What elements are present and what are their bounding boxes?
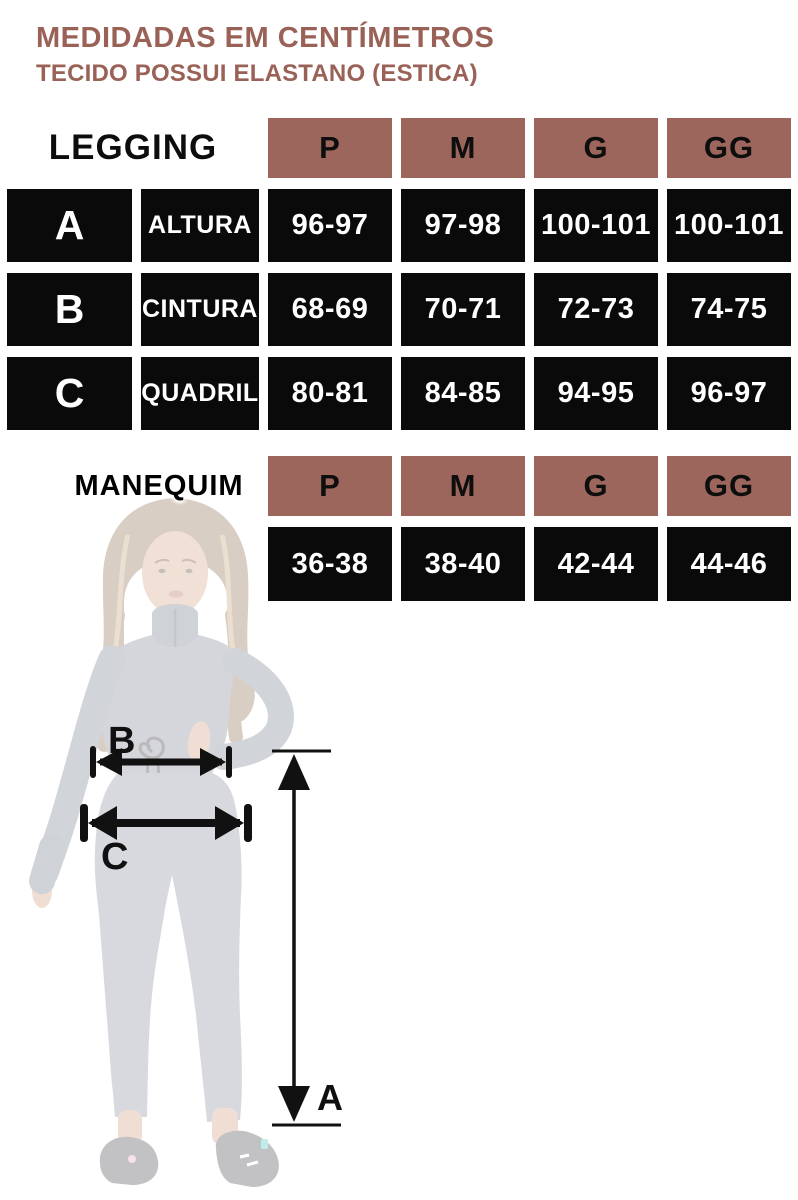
- altura-m: 97-98: [401, 189, 525, 262]
- hair-strand-right: [225, 608, 243, 744]
- manequim-size-header-m: M: [401, 456, 525, 516]
- manequim-p: 36-38: [268, 527, 392, 601]
- eyebrows: [154, 558, 197, 564]
- shoe-logo: [239, 1153, 259, 1167]
- manequim-size-header-gg: GG: [667, 456, 791, 516]
- measure-altura: ALTURA: [141, 189, 259, 262]
- size-header-gg: GG: [667, 118, 791, 178]
- quadril-p: 80-81: [268, 357, 392, 430]
- shoe-tag: [261, 1139, 268, 1149]
- spacer: [7, 527, 259, 601]
- manequim-g: 42-44: [534, 527, 658, 601]
- cintura-gg: 74-75: [667, 273, 791, 346]
- model-photo: [29, 498, 294, 1187]
- manequim-table-title: MANEQUIM: [74, 469, 244, 502]
- quadril-g: 94-95: [534, 357, 658, 430]
- collar: [152, 604, 198, 647]
- row-letter-c: C: [7, 357, 132, 430]
- top-garment: [100, 635, 240, 773]
- shoe-left: [99, 1136, 159, 1185]
- altura-gg: 100-101: [667, 189, 791, 262]
- legging-table-title: LEGGING: [48, 128, 218, 167]
- left-cuff: [29, 834, 65, 894]
- ankle: [118, 1110, 142, 1145]
- page-title: MEDIDADAS EM CENTÍMETROS: [36, 22, 495, 54]
- drawstring-bow: [138, 736, 165, 760]
- hair-strand-left: [97, 608, 125, 752]
- cintura-m: 70-71: [401, 273, 525, 346]
- face: [142, 531, 208, 615]
- quadril-gg: 96-97: [667, 357, 791, 430]
- cintura-p: 68-69: [268, 273, 392, 346]
- page-subtitle: TECIDO POSSUI ELASTANO (ESTICA): [36, 60, 478, 87]
- measure-quadril: QUADRIL: [141, 357, 259, 430]
- ankle: [212, 1108, 238, 1145]
- size-header-m: M: [401, 118, 525, 178]
- shoe-right: [215, 1130, 279, 1187]
- hair-highlight: [109, 534, 131, 668]
- row-letter-a: A: [7, 189, 132, 262]
- manequim-size-header-p: P: [268, 456, 392, 516]
- measure-cintura: CINTURA: [141, 273, 259, 346]
- quadril-m: 84-85: [401, 357, 525, 430]
- manequim-size-table: MANEQUIM P M G GG 36-38 38-40 42-44 44-4…: [7, 456, 791, 601]
- hip-dim-label: C: [101, 836, 129, 878]
- eye: [158, 568, 166, 574]
- cintura-g: 72-73: [534, 273, 658, 346]
- leggings: [94, 773, 242, 1122]
- hair-highlight: [219, 534, 239, 668]
- lips: [168, 590, 184, 598]
- neck: [160, 599, 190, 637]
- row-letter-b: B: [7, 273, 132, 346]
- manequim-size-header-g: G: [534, 456, 658, 516]
- shoe-ornament: [128, 1155, 136, 1163]
- size-header-p: P: [268, 118, 392, 178]
- hair: [95, 498, 255, 722]
- left-hand: [32, 874, 52, 908]
- waist-dim-label: B: [108, 720, 136, 762]
- left-arm: [31, 645, 126, 887]
- size-header-g: G: [534, 118, 658, 178]
- height-dim-label: A: [317, 1077, 343, 1118]
- right-arm: [211, 648, 294, 770]
- manequim-gg: 44-46: [667, 527, 791, 601]
- altura-p: 96-97: [268, 189, 392, 262]
- altura-g: 100-101: [534, 189, 658, 262]
- eye: [185, 568, 193, 574]
- legging-size-table: LEGGING P M G GG A ALTURA 96-97 97-98 10…: [7, 118, 791, 430]
- manequim-m: 38-40: [401, 527, 525, 601]
- drawstring-ends: [144, 756, 162, 858]
